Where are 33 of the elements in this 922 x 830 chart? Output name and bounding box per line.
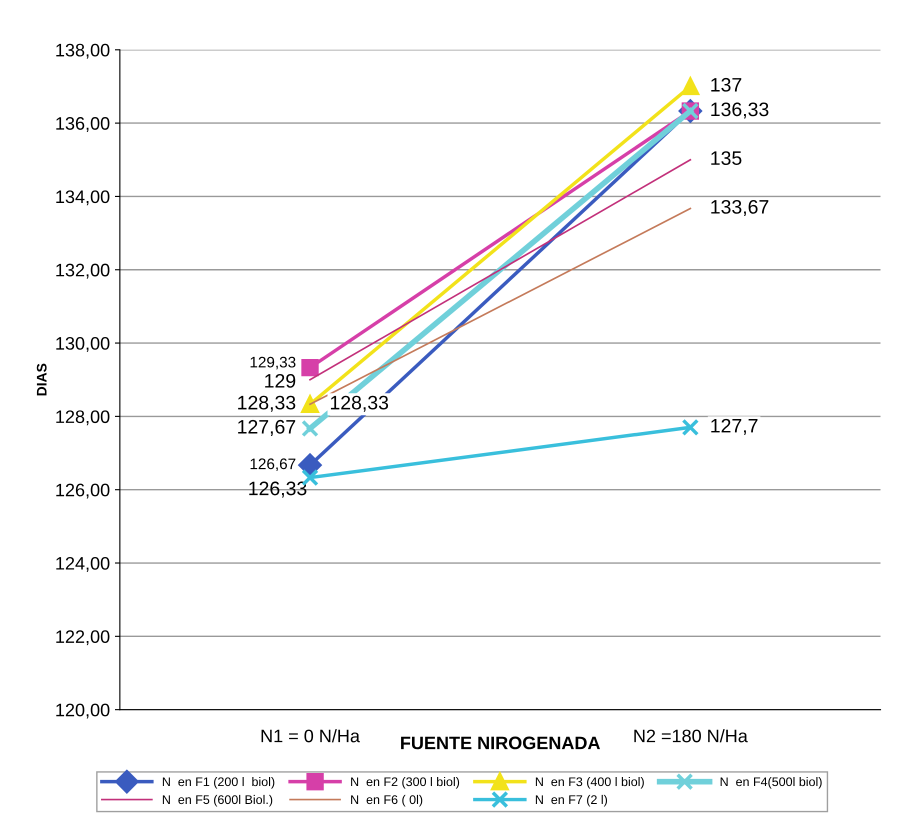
data-label: 126,33: [249, 482, 306, 498]
legend-label: N en F4(500l biol): [720, 776, 822, 789]
data-label: 135: [711, 151, 742, 165]
data-label: 136,33: [711, 102, 768, 119]
data-label: 129,33: [250, 356, 296, 370]
y-axis-title: DIAS: [36, 364, 47, 396]
y-tick-label: 120,00: [56, 704, 110, 719]
x-tick-label: N2 =180 N/Ha: [634, 729, 748, 742]
data-label: 128,33: [330, 396, 388, 412]
y-tick-label: 134,00: [56, 190, 110, 206]
data-label: 129: [265, 374, 296, 388]
y-tick-label: 122,00: [56, 630, 110, 646]
legend-label: N en F3 (400 l biol): [536, 776, 644, 789]
legend-label: N en F1 (200 l biol): [162, 776, 274, 789]
y-tick-label: 126,00: [56, 484, 110, 499]
y-tick-label: 128,00: [56, 410, 110, 426]
data-label: 127,67: [238, 420, 296, 436]
legend-label: N en F2 (300 l biol): [351, 776, 460, 789]
data-label: 127,7: [711, 418, 758, 435]
data-label: 126,67: [250, 458, 296, 472]
data-label: 137: [711, 78, 742, 92]
legend-label: N en F7 (2 l): [536, 794, 608, 807]
y-tick-label: 132,00: [56, 264, 110, 279]
x-axis-title: FUENTE NIROGENADA: [401, 736, 600, 750]
legend-label: N en F6 ( 0l): [351, 794, 422, 807]
data-label: 128,33: [238, 396, 296, 412]
y-tick-label: 124,00: [56, 556, 110, 572]
y-tick-label: 138,00: [56, 44, 110, 59]
y-tick-label: 136,00: [56, 117, 110, 132]
x-tick-label: N1 = 0 N/Ha: [262, 729, 360, 742]
legend-label: N en F5 (600l Biol.): [162, 794, 272, 807]
data-label: 133,67: [711, 200, 768, 216]
y-tick-label: 130,00: [56, 337, 110, 352]
